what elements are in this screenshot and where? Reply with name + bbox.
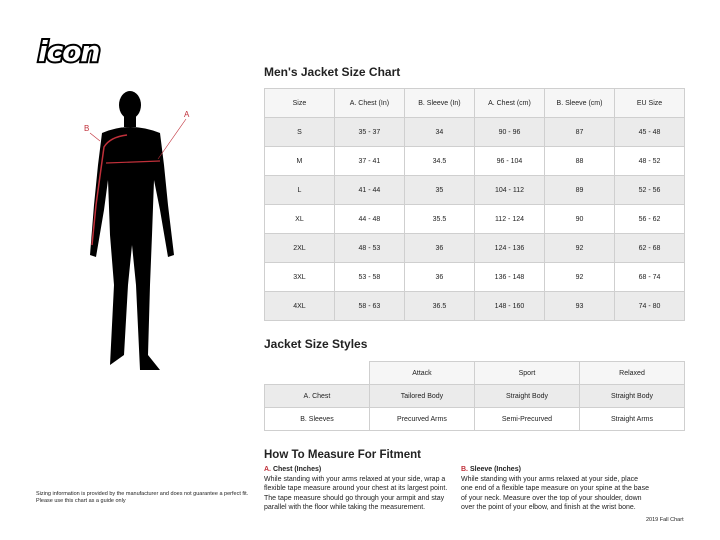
table-cell: 2XL — [264, 233, 335, 263]
icon-logo: icon — [36, 36, 102, 66]
table-cell: Precurved Arms — [368, 407, 475, 431]
table-cell: 92 — [543, 233, 616, 263]
edition-label: 2019 Fall Chart — [646, 517, 684, 523]
table-cell: 136 - 148 — [473, 262, 545, 292]
table-row: 4XL 58 - 63 36.5 148 - 160 93 74 - 80 — [264, 291, 685, 321]
disclaimer-line: Please use this chart as a guide only — [36, 498, 126, 504]
table-cell: 93 — [543, 291, 616, 321]
header-cell: A. Chest (In) — [333, 88, 405, 118]
table-row: M 37 - 41 34.5 96 - 104 88 48 - 52 — [264, 146, 685, 176]
chest-heading: Chest (Inches) — [272, 466, 322, 473]
table-cell: 53 - 58 — [333, 262, 405, 292]
table-cell: 56 - 62 — [614, 204, 685, 234]
table-cell: B. Sleeves — [264, 407, 370, 431]
table-cell: 52 - 56 — [614, 175, 685, 205]
table-cell: 48 - 52 — [614, 146, 685, 176]
header-cell: B. Sleeve (In) — [403, 88, 475, 118]
table-cell: L — [264, 175, 335, 205]
table-cell: 44 - 48 — [333, 204, 405, 234]
header-cell: Sport — [473, 361, 581, 385]
sleeve-instructions: B. Sleeve (Inches) While standing with y… — [461, 465, 651, 513]
svg-text:icon: icon — [38, 36, 99, 66]
table-cell: 104 - 112 — [473, 175, 545, 205]
table-cell: 35 - 37 — [333, 117, 405, 147]
table-row: S 35 - 37 34 90 - 96 87 45 - 48 — [264, 117, 685, 147]
table-cell: 92 — [543, 262, 616, 292]
disclaimer: Sizing information is provided by the ma… — [36, 491, 256, 505]
label-a: A — [184, 110, 190, 119]
table-cell: 87 — [543, 117, 616, 147]
table-cell: XL — [264, 204, 335, 234]
size-chart-table: Size A. Chest (In) B. Sleeve (In) A. Che… — [264, 88, 685, 321]
table-cell: Straight Body — [473, 384, 581, 408]
table-cell: 48 - 53 — [333, 233, 405, 263]
table-cell: 37 - 41 — [333, 146, 405, 176]
table-cell: 34 — [403, 117, 475, 147]
table-cell: 88 — [543, 146, 616, 176]
header-cell: Size — [264, 88, 335, 118]
table-row: XL 44 - 48 35.5 112 - 124 90 56 - 62 — [264, 204, 685, 234]
table-cell: 148 - 160 — [473, 291, 545, 321]
table-cell: 58 - 63 — [333, 291, 405, 321]
table-cell: 36.5 — [403, 291, 475, 321]
table-row: B. Sleeves Precurved Arms Semi-Precurved St… — [264, 407, 685, 431]
table-cell: 124 - 136 — [473, 233, 545, 263]
sleeve-heading: Sleeve (Inches) — [469, 466, 521, 473]
table-cell: 35 — [403, 175, 475, 205]
table-cell: 4XL — [264, 291, 335, 321]
table-cell: 36 — [403, 262, 475, 292]
table-row: A. Chest Tailored Body Straight Body Straig… — [264, 384, 685, 408]
header-cell — [264, 361, 370, 385]
table-cell: 90 - 96 — [473, 117, 545, 147]
table-cell: 74 - 80 — [614, 291, 685, 321]
table-header-row: Attack Sport Relaxed — [264, 361, 685, 385]
table-cell: S — [264, 117, 335, 147]
table-cell: 34.5 — [403, 146, 475, 176]
table-cell: 3XL — [264, 262, 335, 292]
header-cell: Relaxed — [579, 361, 685, 385]
table-header-row: Size A. Chest (In) B. Sleeve (In) A. Che… — [264, 88, 685, 118]
chest-instructions: A. Chest (Inches) While standing with yo… — [264, 465, 454, 513]
table-cell: 112 - 124 — [473, 204, 545, 234]
table-cell: M — [264, 146, 335, 176]
table-cell: 41 - 44 — [333, 175, 405, 205]
table-cell: 90 — [543, 204, 616, 234]
table-cell: 35.5 — [403, 204, 475, 234]
table-cell: Straight Arms — [579, 407, 685, 431]
body-silhouette-figure: A B — [84, 91, 190, 370]
table-cell: 96 - 104 — [473, 146, 545, 176]
header-cell: Attack — [368, 361, 475, 385]
measure-title: How To Measure For Fitment — [264, 449, 421, 461]
styles-table: Attack Sport Relaxed A. Chest Tailored Bo… — [264, 361, 685, 431]
header-cell: B. Sleeve (cm) — [543, 88, 616, 118]
table-cell: 68 - 74 — [614, 262, 685, 292]
table-cell: 36 — [403, 233, 475, 263]
table-row: 2XL 48 - 53 36 124 - 136 92 62 - 68 — [264, 233, 685, 263]
table-cell: 45 - 48 — [614, 117, 685, 147]
size-chart-title: Men's Jacket Size Chart — [264, 65, 401, 79]
chest-letter: A. — [264, 466, 271, 473]
label-b: B — [84, 124, 89, 133]
sleeve-letter: B. — [461, 466, 468, 473]
table-cell: 62 - 68 — [614, 233, 685, 263]
table-cell: A. Chest — [264, 384, 370, 408]
header-cell: A. Chest (cm) — [473, 88, 545, 118]
table-cell: Semi-Precurved — [473, 407, 581, 431]
chest-text: While standing with your arms relaxed at… — [264, 475, 448, 512]
table-row: L 41 - 44 35 104 - 112 89 52 - 56 — [264, 175, 685, 205]
table-cell: 89 — [543, 175, 616, 205]
sleeve-text: While standing with your arms relaxed at… — [461, 475, 649, 512]
styles-title: Jacket Size Styles — [264, 337, 368, 351]
table-row: 3XL 53 - 58 36 136 - 148 92 68 - 74 — [264, 262, 685, 292]
header-cell: EU Size — [614, 88, 685, 118]
disclaimer-line: Sizing information is provided by the ma… — [36, 491, 249, 497]
table-cell: Straight Body — [579, 384, 685, 408]
table-cell: Tailored Body — [368, 384, 475, 408]
